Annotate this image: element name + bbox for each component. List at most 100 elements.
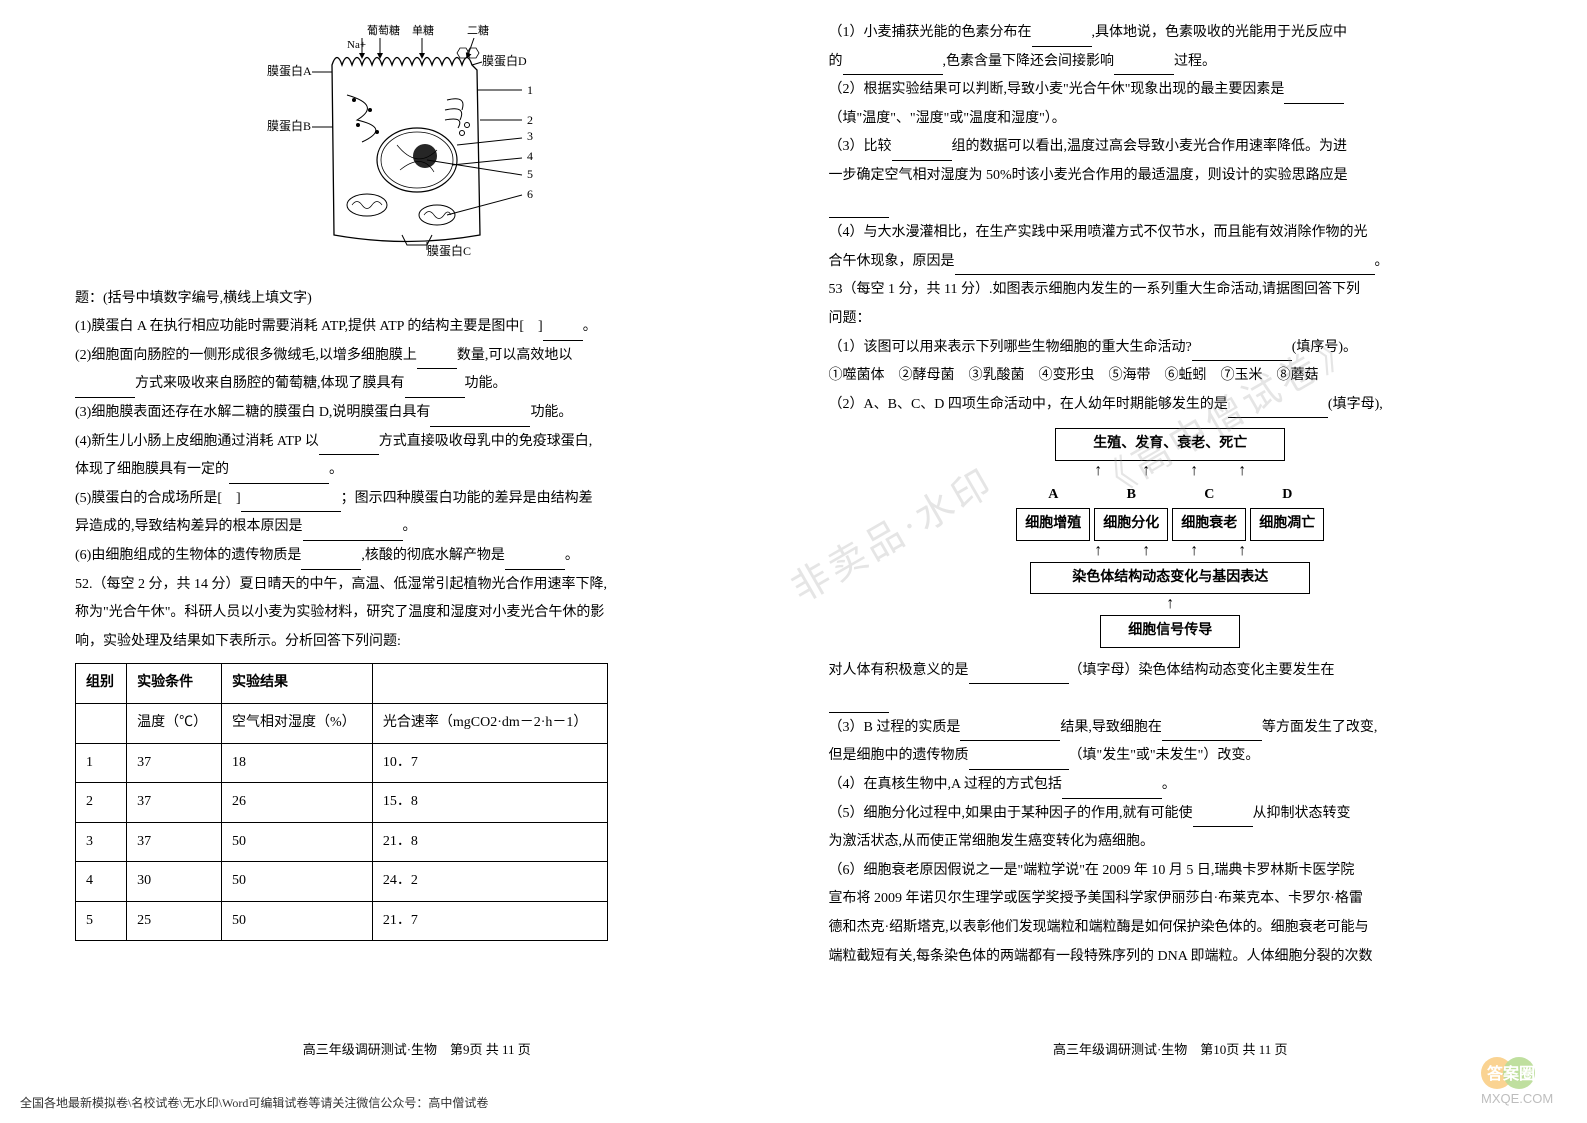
blank (241, 498, 341, 512)
table-subheader-row: 温度（℃） 空气相对湿度（%） 光合速率（mgCO2·dm－2·h－1） (76, 703, 608, 743)
q52-intro-b: 称为"光合午休"。科研人员以小麦为实验材料，研究了温度和湿度对小麦光合午休的影 (75, 600, 759, 627)
fc-cell-c: 细胞衰老 (1172, 508, 1246, 541)
blank (301, 556, 361, 570)
q52-4a: （4）与大水漫灌相比，在生产实践中采用喷灌方式不仅节水，而且能有效消除作物的光 (829, 220, 1513, 247)
svg-text:MXQE.COM: MXQE.COM (1481, 1091, 1553, 1106)
blank (1228, 404, 1328, 418)
page-9-column: 葡萄糖 Na+ 单糖 二糖 膜蛋白A 膜蛋白D 膜蛋白B 膜蛋白C (40, 20, 794, 1083)
blank (1193, 813, 1253, 827)
td: 温度（℃） (127, 703, 222, 743)
blank (843, 61, 943, 75)
th: 实验条件 (127, 664, 222, 704)
svg-text:6: 6 (527, 187, 533, 201)
q51-2a: (2)细胞面向肠腔的一侧形成很多微绒毛,以增多细胞膜上数量,可以高效地以 (75, 343, 759, 370)
q52-3b: 一步确定空气相对湿度为 50%时该小麦光合作用的最适温度，则设计的实验思路应是 (829, 163, 1513, 190)
table-row: 2372615．8 (76, 783, 608, 823)
footer-page-10: 高三年级调研测试·生物 第10页 共 11 页 (794, 1038, 1548, 1063)
svg-text:1: 1 (527, 83, 533, 97)
blank-line-2 (829, 686, 1513, 713)
corner-logo: 答案圈 MXQE.COM (1475, 1053, 1575, 1113)
protein-c-label: 膜蛋白C (427, 243, 471, 258)
q52-intro-c: 响，实验处理及结果如下表所示。分析回答下列问题: (75, 629, 759, 656)
q51-4a: (4)新生儿小肠上皮细胞通过消耗 ATP 以方式直接吸收母乳中的免疫球蛋白, (75, 429, 759, 456)
svg-text:3: 3 (527, 129, 533, 143)
protein-b-label: 膜蛋白B (267, 118, 311, 133)
blank (75, 384, 135, 398)
label-mono: 单糖 (412, 23, 434, 37)
blank (430, 413, 530, 427)
q52-3a: （3）比较组的数据可以看出,温度过高会导致小麦光合作用速率降低。为进 (829, 134, 1513, 161)
svg-text:答案圈: 答案圈 (1487, 1064, 1535, 1083)
th (372, 664, 607, 704)
q52-2a: （2）根据实验结果可以判断,导致小麦"光合午休"现象出现的最主要因素是 (829, 77, 1513, 104)
blank (969, 670, 1069, 684)
fc-cell-a: 细胞增殖 (1016, 508, 1090, 541)
label-na: Na+ (347, 39, 366, 51)
blank (1114, 61, 1174, 75)
q51-5b: 异造成的,导致结构差异的根本原因是。 (75, 514, 759, 541)
svg-text:2: 2 (527, 113, 533, 127)
arrow-up-icon: ↑ (1190, 545, 1198, 558)
q52-1b: 的,色素含量下降还会间接影响过程。 (829, 49, 1513, 76)
q53-5b: 为激活状态,从而使正常细胞发生癌变转化为癌细胞。 (829, 829, 1513, 856)
q53-6b: 宣布将 2009 年诺贝尔生理学或医学奖授予美国科学家伊丽莎白·布莱克本、卡罗尔… (829, 886, 1513, 913)
q52-intro-a: 52.（每空 2 分，共 14 分）夏日晴天的中午，高温、低湿常引起植物光合作用… (75, 572, 759, 599)
q51-4b: 体现了细胞膜具有一定的。 (75, 457, 759, 484)
q53-intro-b: 问题： (829, 306, 1513, 333)
page-10-column: （1）小麦捕获光能的色素分布在,具体地说，色素吸收的光能用于光反应中 的,色素含… (794, 20, 1548, 1083)
blank (892, 147, 952, 161)
q53-3a: （3）B 过程的实质是结果,导致细胞在等方面发生了改变, (829, 715, 1513, 742)
q53-intro-a: 53（每空 1 分，共 11 分）.如图表示细胞内发生的一系列重大生命活动,请据… (829, 277, 1513, 304)
blank (505, 556, 565, 570)
td (76, 703, 127, 743)
blank (1192, 347, 1292, 361)
fc-mid: 染色体结构动态变化与基因表达 (1030, 562, 1310, 595)
blank (1284, 90, 1344, 104)
th: 实验结果 (221, 664, 372, 704)
arrow-up-icon: ↑ (1094, 545, 1102, 558)
fc-bottom: 细胞信号传导 (1100, 615, 1240, 648)
footer-page-9: 高三年级调研测试·生物 第9页 共 11 页 (40, 1038, 794, 1063)
fc-top: 生殖、发育、衰老、死亡 (1055, 428, 1285, 461)
svg-text:4: 4 (527, 149, 533, 163)
label-glucose: 葡萄糖 (367, 23, 400, 37)
blank-line (829, 192, 1513, 219)
blank (969, 756, 1069, 770)
arrow-up-icon: ↑ (1094, 465, 1102, 478)
fc-cell-b: 细胞分化 (1094, 508, 1168, 541)
q53-5a: （5）细胞分化过程中,如果由于某种因子的作用,就有可能使从抑制状态转变 (829, 801, 1513, 828)
arrow-up-icon: ↑ (1238, 545, 1246, 558)
svg-text:5: 5 (527, 167, 533, 181)
fc-cell-d: 细胞凋亡 (1250, 508, 1324, 541)
table-row: 5255021．7 (76, 901, 608, 941)
q51-1: (1)膜蛋白 A 在执行相应功能时需要消耗 ATP,提供 ATP 的结构主要是图… (75, 314, 759, 341)
q51-6: (6)由细胞组成的生物体的遗传物质是,核酸的彻底水解产物是。 (75, 543, 759, 570)
q53-2c: 对人体有积极意义的是（填字母）染色体结构动态变化主要发生在 (829, 658, 1513, 685)
table-header-row: 组别 实验条件 实验结果 (76, 664, 608, 704)
q53-1: （1）该图可以用来表示下列哪些生物细胞的重大生命活动?(填序号)。 (829, 335, 1513, 362)
arrow-up-icon: ↑ (1238, 465, 1246, 478)
cell-diagram: 葡萄糖 Na+ 单糖 二糖 膜蛋白A 膜蛋白D 膜蛋白B 膜蛋白C (75, 20, 759, 271)
arrow-up-icon: ↑ (1142, 465, 1150, 478)
q52-2b: （填"温度"、"湿度"或"温度和湿度"）。 (829, 106, 1513, 133)
q53-3b: 但是细胞中的遗传物质（填"发生"或"未发生"）改变。 (829, 743, 1513, 770)
blank (960, 727, 1060, 741)
blank (417, 355, 457, 369)
blank (1032, 33, 1092, 47)
label-di: 二糖 (467, 23, 489, 37)
protein-a-label: 膜蛋白A (267, 63, 312, 78)
q53-6c: 德和杰克·绍斯塔克,以表彰他们发现端粒和端粒酶是如何保护染色体的。细胞衰老可能与 (829, 915, 1513, 942)
bottom-source-note: 全国各地最新模拟卷\名校试卷\无水印\Word可编辑试卷等请关注微信公众号：高中… (20, 1092, 488, 1115)
blank (229, 470, 329, 484)
q53-2a: （2）A、B、C、D 四项生命活动中，在人幼年时期能够发生的是(填字母), (829, 392, 1513, 419)
life-activity-flowchart: 生殖、发育、衰老、死亡 ↑ ↑ ↑ ↑ A细胞增殖 B细胞分化 C细胞衰老 D细… (980, 428, 1360, 647)
q52-1a: （1）小麦捕获光能的色素分布在,具体地说，色素吸收的光能用于光反应中 (829, 20, 1513, 47)
experiment-table: 组别 实验条件 实验结果 温度（℃） 空气相对湿度（%） 光合速率（mgCO2·… (75, 663, 608, 941)
blank (319, 441, 379, 455)
q51-header: 题：(括号中填数字编号,横线上填文字) (75, 286, 759, 313)
q51-2b: 方式来吸收来自肠腔的葡萄糖,体现了膜具有功能。 (75, 371, 759, 398)
arrow-up-icon: ↑ (1142, 545, 1150, 558)
q53-6d: 端粒截短有关,每条染色体的两端都有一段特殊序列的 DNA 即端粒。人体细胞分裂的… (829, 944, 1513, 971)
q53-4: （4）在真核生物中,A 过程的方式包括。 (829, 772, 1513, 799)
blank (955, 261, 1375, 275)
